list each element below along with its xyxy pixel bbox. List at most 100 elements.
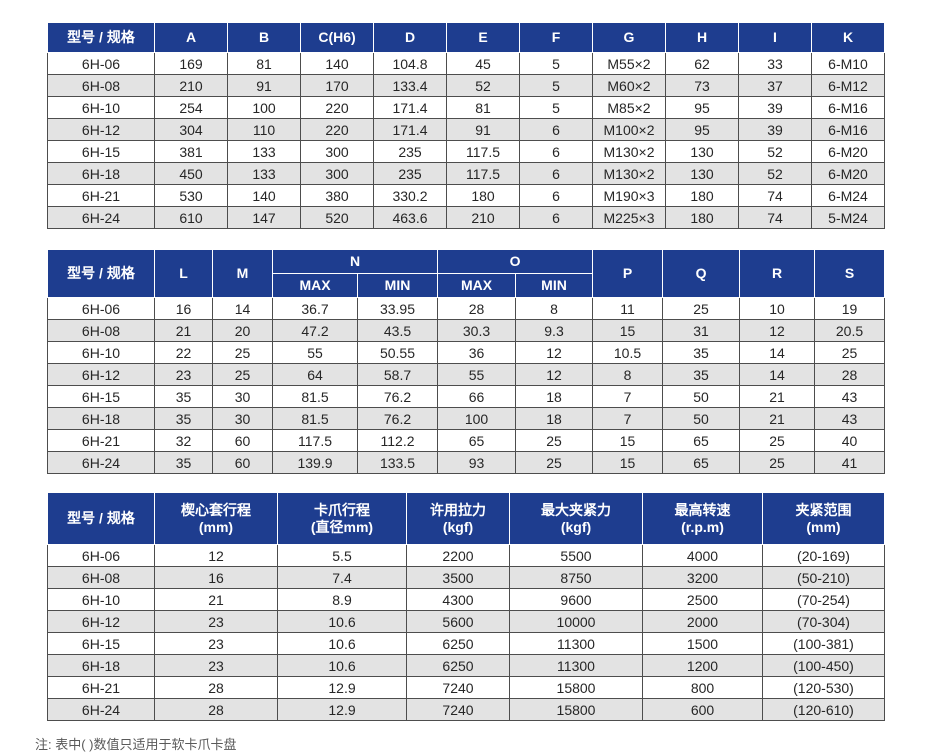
model-cell: 6H-12 (47, 363, 155, 386)
value-cell: 15 (592, 429, 664, 452)
column-header: P (592, 249, 664, 298)
value-cell: 5-M24 (811, 206, 885, 229)
value-cell: 23 (154, 610, 278, 633)
value-cell: 5 (519, 96, 593, 119)
column-header: R (739, 249, 816, 298)
value-cell: 76.2 (357, 407, 438, 430)
value-cell: 140 (300, 52, 374, 75)
value-cell: 52 (738, 140, 812, 163)
value-cell: (100-381) (762, 632, 885, 655)
value-cell: 254 (154, 96, 228, 119)
value-cell: 14 (739, 363, 816, 386)
value-cell: M225×3 (592, 206, 666, 229)
column-header-unit: (r.p.m) (681, 518, 724, 535)
value-cell: 12 (739, 319, 816, 342)
value-cell: 11300 (509, 632, 643, 655)
value-cell: 133 (227, 140, 301, 163)
value-cell: 37 (738, 74, 812, 97)
model-cell: 6H-06 (47, 544, 155, 567)
value-cell: 93 (437, 451, 516, 474)
column-header: Q (662, 249, 741, 298)
column-header: MAX (272, 273, 358, 298)
table-3-header: 型号 / 规格 楔心套行程 (mm) 卡爪行程 (直径mm) 许用拉力 (kgf) 最大夹紧力… (47, 492, 885, 545)
value-cell: 800 (642, 676, 763, 699)
value-cell: 6-M24 (811, 184, 885, 207)
value-cell: 55 (437, 363, 516, 386)
column-header: 楔心套行程 (mm) (154, 492, 278, 545)
value-cell: 62 (665, 52, 739, 75)
value-cell: 81.5 (272, 407, 358, 430)
value-cell: 380 (300, 184, 374, 207)
column-header: O (436, 249, 594, 274)
value-cell: 6-M20 (811, 140, 885, 163)
value-cell: 4000 (642, 544, 763, 567)
value-cell: 21 (154, 588, 278, 611)
value-cell: 36.7 (272, 297, 358, 320)
value-cell: 140 (227, 184, 301, 207)
value-cell: 12 (514, 363, 594, 386)
dimension-table-2: 型号 / 规格 L M N O P Q R S MAX MIN MAX MIN 6H-06 16 14 36.… (47, 249, 886, 474)
value-cell: 73 (665, 74, 739, 97)
table-3-body: 6H-06 12 5.5 2200 5500 4000 (20-169) 6H-08 16 7.4… (47, 544, 885, 721)
column-header: 型号 / 规格 (47, 492, 155, 545)
value-cell: 6-M16 (811, 118, 885, 141)
table-row: 6H-12 304 110 220 171.4 91 6 M100×2 95 39 6-M16 (47, 118, 885, 141)
value-cell: 133.4 (373, 74, 447, 97)
value-cell: 133.5 (357, 451, 438, 474)
value-cell: 117.5 (446, 162, 520, 185)
value-cell: 28 (437, 297, 516, 320)
value-cell: 21 (739, 385, 816, 408)
value-cell: 91 (446, 118, 520, 141)
column-header: I (738, 22, 812, 53)
value-cell: 112.2 (357, 429, 438, 452)
value-cell: 28 (814, 363, 886, 386)
value-cell: 7 (592, 385, 664, 408)
column-header-label: 卡爪行程 (314, 502, 370, 519)
value-cell: 64 (272, 363, 358, 386)
model-cell: 6H-10 (47, 341, 155, 364)
value-cell: 47.2 (272, 319, 358, 342)
value-cell: 530 (154, 184, 228, 207)
value-cell: (100-450) (762, 654, 885, 677)
value-cell: 60 (212, 451, 273, 474)
model-cell: 6H-18 (47, 162, 155, 185)
model-cell: 6H-21 (47, 676, 155, 699)
value-cell: (120-610) (762, 698, 885, 721)
table-row: 6H-15 381 133 300 235 117.5 6 M130×2 130 52 6-M20 (47, 140, 885, 163)
value-cell: 43.5 (357, 319, 438, 342)
value-cell: 23 (154, 654, 278, 677)
value-cell: 10.6 (277, 654, 407, 677)
table-row: 6H-08 21 20 47.2 43.5 30.3 9.3 15 31 12 20.5 (47, 319, 886, 342)
value-cell: 6 (519, 162, 593, 185)
value-cell: 6-M20 (811, 162, 885, 185)
table-row: 6H-10 22 25 55 50.55 36 12 10.5 35 14 25 (47, 341, 886, 364)
value-cell: 210 (446, 206, 520, 229)
value-cell: 43 (814, 385, 886, 408)
value-cell: 300 (300, 140, 374, 163)
value-cell: 30.3 (437, 319, 516, 342)
table-1-body: 6H-06 169 81 140 104.8 45 5 M55×2 62 33 6-M10 6H-08… (47, 52, 885, 229)
value-cell: 21 (739, 407, 816, 430)
value-cell: 65 (662, 429, 741, 452)
value-cell: 52 (738, 162, 812, 185)
value-cell: 6250 (406, 632, 510, 655)
value-cell: 31 (662, 319, 741, 342)
value-cell: 95 (665, 118, 739, 141)
model-cell: 6H-06 (47, 297, 155, 320)
value-cell: 25 (514, 451, 594, 474)
value-cell: 15 (592, 319, 664, 342)
value-cell: 35 (662, 341, 741, 364)
table-row: 6H-15 35 30 81.5 76.2 66 18 7 50 21 43 (47, 385, 886, 408)
table-1-header: 型号 / 规格 A B C(H6) D E F G H I K (47, 22, 885, 53)
value-cell: 110 (227, 118, 301, 141)
value-cell: 100 (227, 96, 301, 119)
table-row: 6H-15 23 10.6 6250 11300 1500 (100-381) (47, 632, 885, 655)
value-cell: 2000 (642, 610, 763, 633)
value-cell: 14 (212, 297, 273, 320)
table-row: 6H-12 23 25 64 58.7 55 12 8 35 14 28 (47, 363, 886, 386)
value-cell: 95 (665, 96, 739, 119)
value-cell: 11300 (509, 654, 643, 677)
value-cell: 8 (514, 297, 594, 320)
value-cell: M130×2 (592, 162, 666, 185)
value-cell: M60×2 (592, 74, 666, 97)
